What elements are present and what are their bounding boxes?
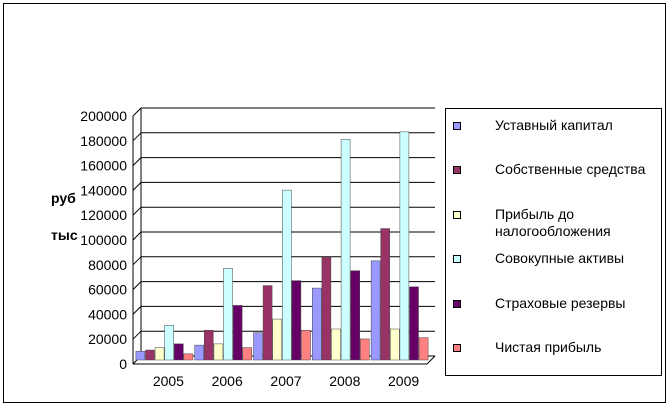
- chart-legend: Уставный капитал Собственные средства Пр…: [445, 108, 662, 376]
- y-grid-depth: [132, 306, 142, 315]
- bar: [360, 338, 370, 361]
- bar: [262, 285, 273, 361]
- legend-swatch: [453, 166, 461, 174]
- y-axis-label-line1: руб: [51, 190, 76, 206]
- bar: [154, 347, 165, 361]
- legend-label: Страховые резервы: [495, 295, 626, 311]
- bar: [331, 328, 341, 361]
- bar: [301, 329, 311, 361]
- bar: [223, 267, 233, 361]
- y-grid-depth: [132, 256, 142, 266]
- y-tick-label: 0: [119, 356, 127, 372]
- y-grid-depth: [132, 182, 142, 191]
- bar: [164, 325, 174, 361]
- bar: [340, 139, 351, 361]
- legend-swatch: [453, 344, 461, 352]
- y-grid-depth: [132, 281, 142, 290]
- bar: [242, 347, 252, 361]
- bar: [380, 228, 390, 361]
- x-tick-label: 2008: [329, 373, 360, 389]
- legend-label: Собственные средства: [495, 161, 646, 177]
- bar: [135, 351, 146, 361]
- y-grid-depth: [132, 330, 142, 340]
- legend-label: Прибыль до налогообложения: [495, 206, 611, 239]
- floor-edge: [426, 355, 436, 365]
- y-tick-label: 80000: [88, 257, 127, 273]
- y-tick-label: 160000: [80, 158, 127, 174]
- legend-label: Чистая прибыль: [495, 339, 602, 355]
- y-grid-depth: [132, 132, 142, 142]
- y-grid-depth: [132, 107, 142, 117]
- bar: [370, 260, 381, 361]
- y-grid-depth: [132, 157, 142, 166]
- y-tick-label: 140000: [80, 182, 127, 198]
- bar: [321, 256, 332, 361]
- y-tick-label: 200000: [80, 108, 127, 124]
- x-tick-label: 2009: [388, 373, 419, 389]
- x-tick-label: 2007: [270, 373, 301, 389]
- bar: [183, 353, 194, 361]
- bar: [253, 332, 263, 361]
- y-tick-label: 20000: [88, 331, 127, 347]
- bar: [145, 349, 155, 361]
- legend-swatch: [453, 300, 461, 308]
- bar: [312, 287, 322, 361]
- y-tick-label: 120000: [80, 207, 127, 223]
- bar: [232, 305, 243, 361]
- bar: [272, 318, 282, 361]
- bar: [291, 280, 302, 361]
- y-grid-depth: [132, 206, 142, 216]
- bar: [350, 270, 360, 361]
- legend-swatch: [453, 255, 461, 263]
- bar: [409, 286, 419, 361]
- bar: [418, 337, 429, 361]
- y-tick-label: 40000: [88, 306, 127, 322]
- x-tick-label: 2006: [212, 373, 243, 389]
- x-tick-label: 2005: [153, 373, 184, 389]
- y-tick-label: 180000: [80, 133, 127, 149]
- bar: [204, 329, 214, 361]
- legend-swatch: [453, 122, 461, 130]
- y-tick-label: 60000: [88, 282, 127, 298]
- bar: [194, 344, 204, 361]
- legend-label: Совокупные активы: [495, 250, 625, 266]
- y-grid-depth: [132, 231, 142, 241]
- legend-swatch: [453, 211, 461, 219]
- bar: [282, 189, 292, 361]
- bar: [213, 343, 224, 361]
- bar: [174, 343, 184, 361]
- y-axis-label-line2: тыс: [51, 227, 78, 243]
- y-tick-label: 100000: [80, 232, 127, 248]
- legend-label: Уставный капитал: [495, 117, 613, 133]
- bar: [399, 131, 410, 361]
- bar: [390, 328, 400, 361]
